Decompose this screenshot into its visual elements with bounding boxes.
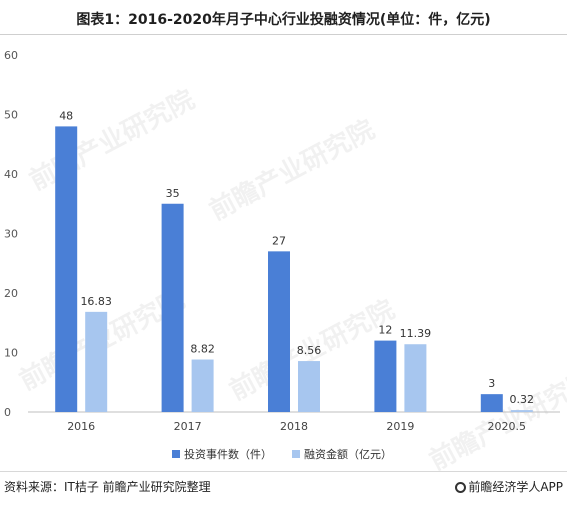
y-tick-label: 40 bbox=[4, 168, 18, 181]
source-note: 资料来源：IT桔子 前瞻产业研究院整理 bbox=[4, 480, 211, 494]
x-tick-label: 2018 bbox=[280, 420, 308, 433]
data-label: 11.39 bbox=[400, 327, 432, 340]
data-label: 8.56 bbox=[297, 344, 322, 357]
brand-label: 前瞻经济学人APP bbox=[468, 480, 563, 494]
bar bbox=[298, 361, 320, 412]
data-label: 0.32 bbox=[510, 393, 535, 406]
y-tick-label: 60 bbox=[4, 49, 18, 62]
bar bbox=[374, 340, 397, 412]
y-tick-label: 20 bbox=[4, 287, 18, 300]
bar bbox=[268, 251, 290, 412]
bar bbox=[480, 394, 503, 412]
legend-swatch bbox=[292, 450, 300, 458]
data-label: 3 bbox=[488, 377, 495, 390]
x-tick-label: 2016 bbox=[67, 420, 95, 433]
x-tick-label: 2017 bbox=[174, 420, 202, 433]
x-tick-label: 2019 bbox=[386, 420, 414, 433]
data-label: 16.83 bbox=[80, 295, 112, 308]
y-tick-label: 10 bbox=[4, 347, 18, 360]
legend-label: 投资事件数（件） bbox=[184, 447, 272, 461]
legend-swatch bbox=[172, 450, 180, 458]
legend-label: 融资金额（亿元） bbox=[304, 447, 392, 461]
chart-title: 图表1：2016-2020年月子中心行业投融资情况(单位：件，亿元) bbox=[76, 12, 491, 28]
bar-chart: 0 10 20 30 40 50 60 48 16.83 2016 35 8.82 2017 27 8.56… bbox=[4, 49, 560, 461]
brand-logo-icon bbox=[455, 482, 467, 493]
data-label: 35 bbox=[166, 187, 180, 200]
bar bbox=[161, 203, 184, 412]
data-label: 27 bbox=[272, 234, 286, 247]
footer-divider bbox=[0, 471, 567, 472]
data-label: 48 bbox=[59, 109, 73, 122]
y-tick-label: 50 bbox=[4, 109, 18, 122]
bar bbox=[55, 126, 78, 413]
bar bbox=[404, 344, 427, 412]
bar bbox=[85, 311, 108, 412]
bar bbox=[510, 410, 533, 412]
y-tick-label: 30 bbox=[4, 228, 18, 241]
data-label: 12 bbox=[378, 324, 392, 337]
data-label: 8.82 bbox=[190, 343, 215, 356]
x-tick-label: 2020.5 bbox=[488, 420, 527, 433]
brand-credit: 前瞻经济学人APP bbox=[455, 478, 563, 495]
bar bbox=[191, 359, 214, 412]
y-tick-label: 0 bbox=[4, 406, 11, 419]
title-divider bbox=[0, 34, 567, 35]
